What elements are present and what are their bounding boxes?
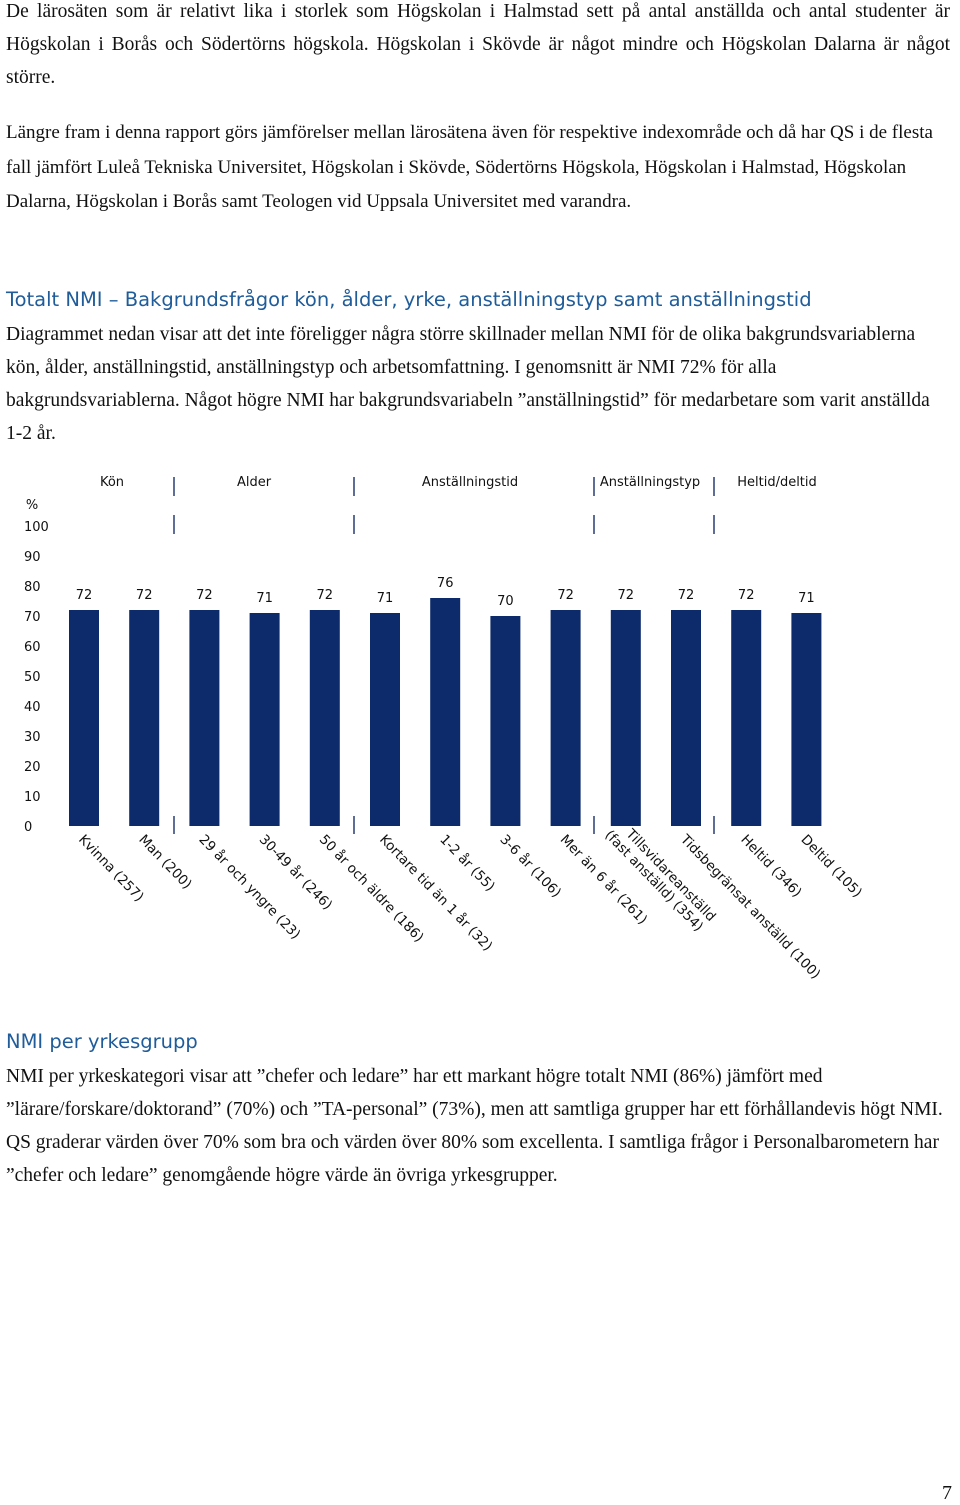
- group-header-label: Anställningstid: [422, 475, 518, 490]
- section-body-nmi-per-group: NMI per yrkeskategori visar att ”chefer …: [6, 1066, 943, 1186]
- group-header-label: Anställningstyp: [600, 475, 700, 490]
- bar: [189, 610, 220, 826]
- bar: [69, 610, 99, 826]
- y-tick-label: 50: [24, 670, 41, 685]
- y-tick-label: 90: [24, 550, 41, 565]
- section-body-total-nmi: Diagrammet nedan visar att det inte före…: [6, 324, 930, 444]
- bar: [129, 610, 160, 826]
- bar-value-label: 72: [618, 588, 635, 603]
- intro-paragraph: De lärosäten som är relativt lika i stor…: [6, 1, 950, 88]
- x-category-label-line: Kortare tid än 1 år (32): [376, 831, 496, 954]
- bar-value-label: 71: [798, 591, 815, 606]
- x-category-label: 1-2 år (55): [436, 831, 498, 895]
- x-category-label: Tillsvidareanställd(fast anställd) (354): [601, 816, 718, 936]
- x-category-label-line: Deltid (105): [798, 832, 866, 901]
- bar-value-label: 71: [377, 591, 394, 606]
- y-tick-label: 10: [24, 790, 41, 805]
- group-header-label: Alder: [237, 475, 272, 490]
- bar: [671, 610, 701, 826]
- bar: [791, 613, 822, 826]
- bar: [309, 610, 340, 826]
- bar-value-label: 72: [738, 588, 755, 603]
- bar: [249, 613, 280, 826]
- y-tick-label: 80: [24, 580, 41, 595]
- y-tick-label: 0: [24, 820, 32, 835]
- bar: [430, 598, 461, 826]
- x-category-label-line: Man (200): [135, 832, 194, 893]
- x-category-label-line: 3-6 år (106): [497, 831, 565, 901]
- y-tick-label: 20: [24, 760, 41, 775]
- y-axis-label: %: [26, 498, 38, 513]
- y-tick-label: 100: [24, 520, 49, 535]
- x-category-label-line: 29 år och yngre (23): [196, 831, 305, 943]
- group-header-label: Heltid/deltid: [737, 475, 817, 490]
- bar-value-label: 72: [557, 588, 574, 603]
- x-category-label-line: 50 år och äldre (186): [316, 831, 427, 946]
- bar-value-label: 72: [196, 588, 213, 603]
- x-category-label: Kortare tid än 1 år (32): [376, 831, 496, 954]
- bar: [731, 610, 762, 826]
- section-heading-total-nmi: Totalt NMI – Bakgrundsfrågor kön, ålder,…: [6, 288, 812, 311]
- x-category-label-line: Heltid (346): [737, 832, 804, 901]
- x-category-label: 50 år och äldre (186): [316, 831, 427, 946]
- x-category-label: Man (200): [135, 832, 194, 893]
- bar-value-label: 70: [497, 594, 514, 609]
- x-category-label: 3-6 år (106): [497, 831, 565, 901]
- page-number: 7: [942, 1482, 952, 1504]
- bar-value-label: 72: [317, 588, 334, 603]
- bar: [490, 616, 521, 826]
- bar-value-label: 76: [437, 576, 454, 591]
- y-tick-label: 60: [24, 640, 41, 655]
- y-tick-label: 70: [24, 610, 41, 625]
- y-tick-label: 40: [24, 700, 41, 715]
- y-tick-label: 30: [24, 730, 41, 745]
- bar-value-label: 72: [76, 588, 93, 603]
- bar: [370, 613, 400, 826]
- x-category-label: Heltid (346): [737, 832, 804, 901]
- bar: [610, 610, 641, 826]
- x-category-label: 29 år och yngre (23): [196, 831, 305, 943]
- x-category-label: Deltid (105): [798, 832, 866, 901]
- bar: [550, 610, 581, 826]
- bar-value-label: 72: [678, 588, 695, 603]
- bar-value-label: 72: [136, 588, 153, 603]
- comparison-paragraph: Längre fram i denna rapport görs jämföre…: [6, 122, 933, 212]
- section-heading-nmi-per-group: NMI per yrkesgrupp: [6, 1030, 198, 1053]
- bar-value-label: 71: [256, 591, 273, 606]
- group-header-label: Kön: [100, 475, 124, 490]
- x-category-label-line: 1-2 år (55): [436, 831, 498, 895]
